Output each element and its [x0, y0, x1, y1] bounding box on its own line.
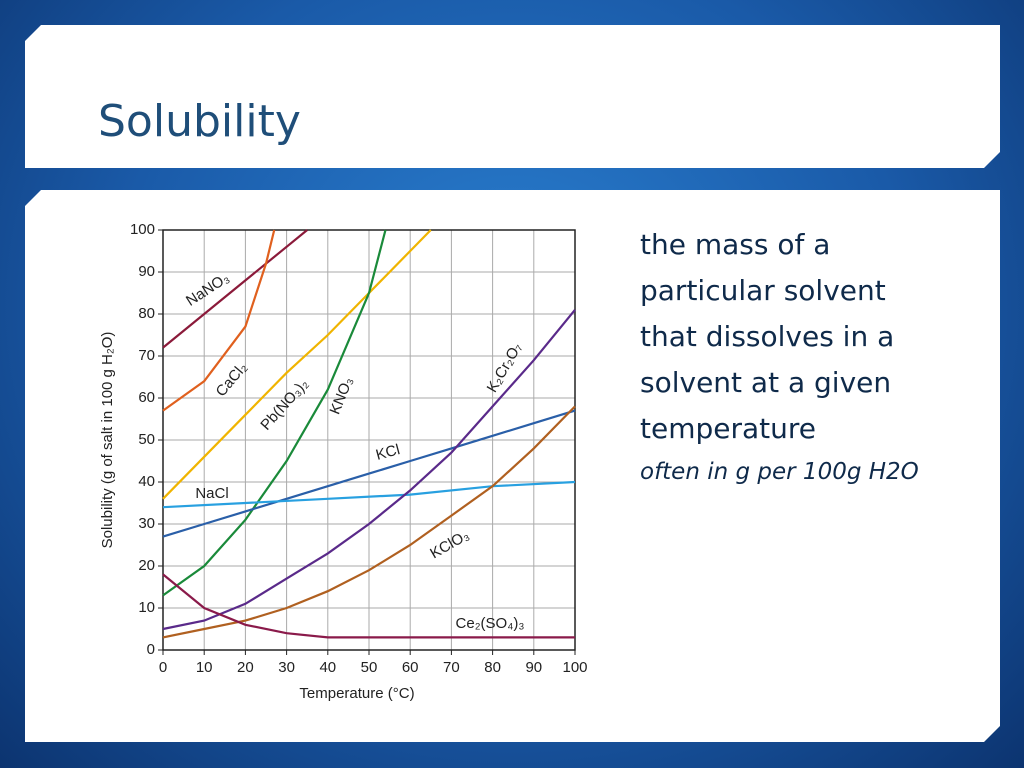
body-line: particular solvent: [640, 274, 886, 307]
body-line: solvent at a given: [640, 366, 892, 399]
y-tick-label: 70: [138, 347, 155, 364]
y-tick-label: 10: [138, 599, 155, 616]
x-tick-label: 70: [443, 659, 460, 676]
x-tick-label: 0: [159, 659, 167, 676]
body-text: the mass of a particular solvent that di…: [640, 222, 919, 492]
series-label: KCl: [374, 441, 402, 464]
x-tick-label: 20: [237, 659, 254, 676]
series-line: [162, 405, 576, 639]
series-line: [162, 229, 387, 597]
plot-frame: [162, 229, 576, 651]
y-tick-label: 20: [138, 557, 155, 574]
series-line: [162, 309, 576, 631]
y-tick-label: 40: [138, 473, 155, 490]
series-line: [162, 409, 576, 538]
y-tick-label: 60: [138, 389, 155, 406]
series-line: [162, 480, 576, 509]
y-tick-label: 50: [138, 431, 155, 448]
y-tick-label: 30: [138, 515, 155, 532]
x-tick-label: 100: [562, 659, 587, 676]
body-line: that dissolves in a: [640, 320, 895, 353]
x-tick-label: 90: [525, 659, 542, 676]
y-tick-label: 100: [130, 221, 155, 238]
y-tick-label: 80: [138, 305, 155, 322]
y-tick-label: 90: [138, 263, 155, 280]
body-line: temperature: [640, 412, 816, 445]
body-line: the mass of a: [640, 228, 831, 261]
x-tick-label: 50: [361, 659, 378, 676]
series-label: NaCl: [195, 485, 228, 502]
y-axis-title: Solubility (g of salt in 100 g H₂O): [99, 332, 116, 549]
x-tick-label: 40: [319, 659, 336, 676]
series-line: [162, 229, 308, 349]
series-label: Ce₂(SO₄)₃: [456, 615, 525, 632]
slide-title: Solubility: [98, 96, 301, 147]
y-tick-label: 0: [147, 641, 155, 658]
x-tick-label: 10: [196, 659, 213, 676]
series-line: [162, 229, 276, 412]
x-tick-label: 60: [402, 659, 419, 676]
x-axis-title: Temperature (°C): [299, 685, 414, 702]
x-tick-label: 80: [484, 659, 501, 676]
x-tick-label: 30: [278, 659, 295, 676]
title-panel: [25, 25, 1000, 168]
series-line: [162, 573, 575, 639]
body-note: often in g per 100g H2O: [640, 459, 919, 485]
series-line: [162, 229, 432, 500]
